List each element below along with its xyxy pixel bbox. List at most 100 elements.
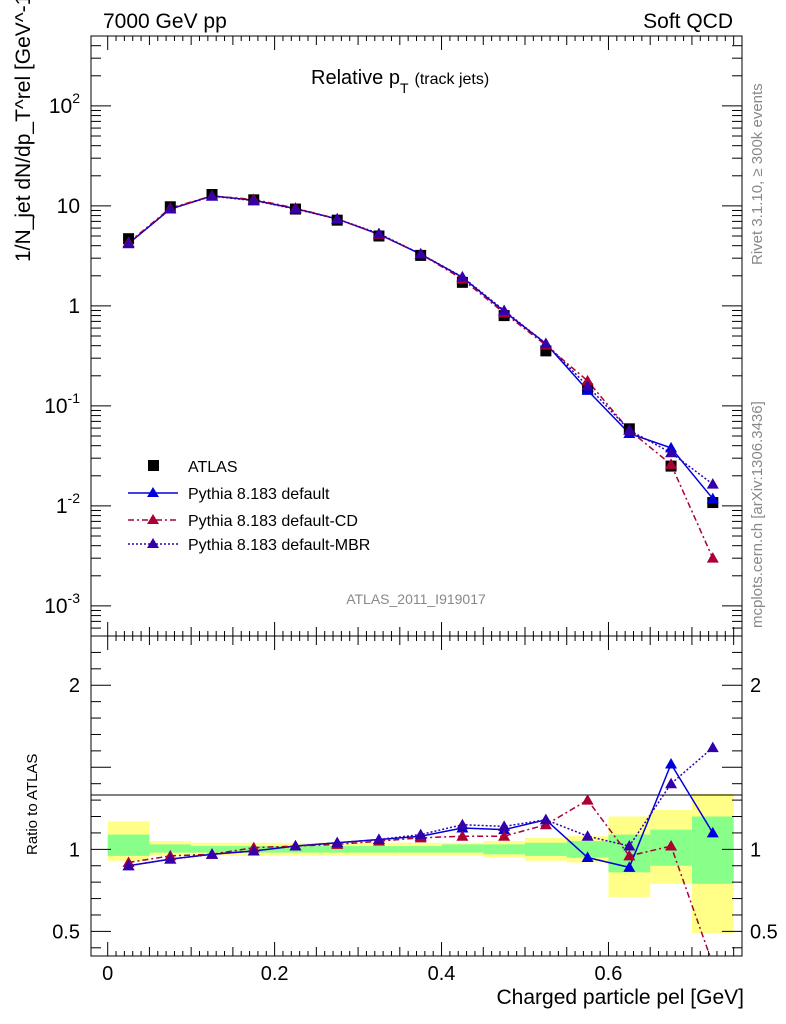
ratio-series-mbr <box>122 741 719 871</box>
ratio-point-cd <box>665 840 678 851</box>
y-axis-label: 1/N_jet dN/dp_T^rel [GeV^-1] <box>12 0 35 262</box>
ratio-tick-label-left: 2 <box>69 675 80 697</box>
series-point-mbr <box>456 270 469 282</box>
series-point-mbr <box>623 424 636 435</box>
ratio-point-mbr <box>581 830 594 841</box>
analysis-id: ATLAS_2011_I919017 <box>346 591 486 607</box>
plot-title-tail: (track jets) <box>415 71 490 88</box>
ratio-point-mbr <box>372 833 385 844</box>
y-tick-label-exp: 2 <box>72 90 80 106</box>
ratio-point-cd <box>623 849 636 861</box>
ratio-tick-label-right: 1 <box>750 839 761 861</box>
source-label: mcplots.cern.ch [arXiv:1306.3436] <box>749 401 766 628</box>
x-ticks: 0 0.2 0.4 0.6 <box>102 36 735 985</box>
ratio-point-cd <box>456 830 469 841</box>
ratio-y-ticks: 0.5 0.5 1 1 2 2 <box>52 651 778 949</box>
data-point-atlas <box>540 345 552 357</box>
ratio-band-inner <box>107 834 150 856</box>
legend-marker-cd <box>147 514 159 524</box>
ratio-point-default <box>623 861 636 872</box>
series-point-mbr <box>164 203 177 214</box>
ratio-frame <box>90 635 743 957</box>
y-tick-label: 10-3 <box>44 590 80 618</box>
main-marks <box>122 189 719 563</box>
y-tick-label: 1-2 <box>56 490 80 518</box>
series-point-mbr <box>331 212 344 224</box>
header-left: 7000 GeV pp <box>103 10 227 33</box>
y-tick-label-base: 10 <box>44 395 67 418</box>
legend: ATLAS Pythia 8.183 default Pythia 8.183 … <box>128 459 370 554</box>
y-tick-label-exp: -3 <box>68 590 81 606</box>
ratio-point-mbr <box>289 840 302 851</box>
ratio-point-mbr <box>122 859 135 871</box>
ratio-point-mbr <box>623 840 636 851</box>
ratio-band-inner <box>566 841 609 858</box>
ratio-band-inner <box>316 846 359 853</box>
ratio-plot: 0.5 0.5 1 1 2 2 0 0.2 0.4 0.6 <box>52 36 778 985</box>
ratio-y-label: Ratio to ATLAS <box>24 754 41 855</box>
y-tick-label-exp: -1 <box>68 390 81 406</box>
ratio-point-mbr <box>539 813 552 825</box>
series-line-default <box>128 195 714 500</box>
series-point-mbr <box>247 194 260 206</box>
y-tick-label-base: 1 <box>56 495 68 518</box>
ratio-point-mbr <box>164 853 177 864</box>
ratio-band-inner <box>525 842 567 856</box>
ratio-band-inner <box>441 844 484 853</box>
plot-title-sub: T <box>400 80 409 96</box>
series-point-mbr <box>706 478 719 489</box>
y-tick-label: 10 <box>57 195 80 218</box>
y-tick-label: 10-1 <box>44 390 80 418</box>
series-point-mbr <box>122 237 135 249</box>
series-point-mbr <box>372 227 385 238</box>
plot-title: Relative pT (track jets) <box>311 67 489 96</box>
series-point-mbr <box>665 446 678 458</box>
ratio-point-mbr <box>414 828 427 840</box>
ratio-point-mbr <box>665 777 678 789</box>
ratio-point-mbr <box>706 741 719 753</box>
ratio-point-default <box>665 758 678 769</box>
x-tick-label: 0.2 <box>261 963 289 985</box>
ratio-point-mbr <box>331 836 344 848</box>
ratio-band-inner <box>691 816 734 884</box>
x-axis-label-main: Charged particle p <box>497 986 669 1009</box>
ratio-band-inner <box>483 844 525 855</box>
ratio-band-inner <box>149 844 192 853</box>
ratio-band-inner <box>399 846 442 853</box>
y-tick-label-base: 10 <box>49 95 72 118</box>
ratio-marks <box>122 741 719 956</box>
ratio-point-cd <box>581 794 594 805</box>
ratio-point-default <box>706 826 719 838</box>
ratio-tick-label-right: 0.5 <box>750 921 778 943</box>
legend-label-cd: Pythia 8.183 default-CD <box>188 513 358 530</box>
series-point-cd <box>706 552 719 563</box>
series-point-mbr <box>289 203 302 214</box>
ratio-band-inner <box>358 846 400 853</box>
header-right: Soft QCD <box>643 10 733 33</box>
ratio-tick-label-left: 0.5 <box>52 921 80 943</box>
series-point-mbr <box>539 337 552 349</box>
x-axis-label-tail: el [GeV] <box>668 986 744 1009</box>
ratio-point-default <box>581 851 594 863</box>
series-line-cd <box>128 195 714 559</box>
x-axis-label: Charged particle pel [GeV] <box>497 986 744 1009</box>
series-point-mbr <box>498 304 511 315</box>
legend-marker-atlas <box>148 460 159 471</box>
ratio-point-cd <box>498 830 511 841</box>
legend-label-mbr: Pythia 8.183 default-MBR <box>188 537 370 554</box>
y-tick-label: 102 <box>49 90 80 118</box>
ratio-point-mbr <box>206 848 219 859</box>
series-point-mbr <box>206 190 219 201</box>
plot-title-main: Relative p <box>311 67 400 89</box>
rivet-label: Rivet 3.1.10, ≥ 300k events <box>749 83 766 265</box>
y-tick-label: 1 <box>68 295 80 318</box>
legend-label-default: Pythia 8.183 default <box>188 486 330 503</box>
y-tick-label-base: 10 <box>44 595 67 618</box>
ratio-tick-label-left: 1 <box>69 839 80 861</box>
legend-label-atlas: ATLAS <box>188 459 238 476</box>
ratio-tick-label-right: 2 <box>750 675 761 697</box>
ratio-bands <box>107 793 734 934</box>
ratio-point-mbr <box>247 844 260 856</box>
